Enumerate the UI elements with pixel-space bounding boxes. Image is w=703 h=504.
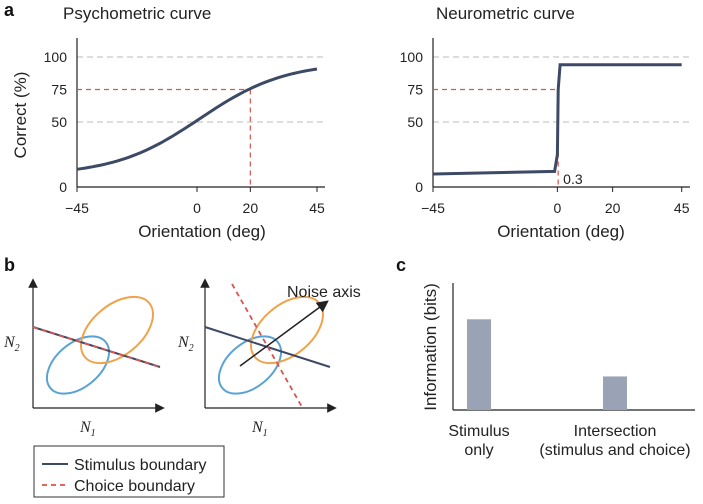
neu-ytick-label: 100: [400, 49, 424, 65]
neu-ytick-label: 50: [407, 114, 423, 130]
psy-xtick-label: 45: [309, 200, 325, 216]
noise-axis-arrow: [239, 300, 329, 367]
panel-b-letter: b: [4, 255, 15, 275]
info-category-label: Intersection: [574, 423, 657, 440]
right-stimulus-a-cloud: [218, 335, 282, 395]
neu-xtick-label: −45: [421, 200, 445, 216]
right-n2-label: N2: [177, 334, 194, 354]
info-y-label: Information (bits): [421, 283, 440, 411]
psy-xtick-label: −45: [65, 200, 89, 216]
neu-xtick-label: 45: [674, 200, 690, 216]
left-stimulus-b-cloud: [80, 295, 154, 365]
left-n2-label: N2: [3, 334, 20, 354]
info-category-labels: Stimulus only Intersection (stimulus and ch…: [448, 423, 690, 459]
psychometric-curve: [76, 67, 318, 171]
legend: Stimulus boundary Choice boundary: [33, 445, 225, 498]
panel-c-letter: c: [396, 255, 406, 275]
neu-xtick-label: 0: [553, 200, 561, 216]
noise-axis-label: Noise axis: [287, 284, 361, 301]
right-choice-boundary: [231, 283, 303, 408]
psy-xtick-label: 20: [243, 200, 259, 216]
right-n1-label: N1: [251, 419, 268, 439]
neurometric-y-ticks: 0 50 75 100: [400, 49, 424, 195]
neurometric-curve: [432, 63, 682, 176]
panel-a-letter: a: [4, 0, 15, 20]
psy-ytick-label: 75: [51, 82, 67, 98]
left-n1-label: N1: [79, 419, 96, 439]
legend-stimulus-label: Stimulus boundary: [74, 457, 207, 474]
neurometric-gridlines: [433, 56, 690, 123]
info-bars: [467, 319, 627, 410]
psy-ytick-label: 100: [44, 49, 68, 65]
info-bar-0: [467, 319, 491, 410]
legend-box: [33, 445, 225, 498]
neu-ytick-label: 75: [407, 82, 423, 98]
psychometric-gridlines: [77, 56, 325, 123]
psy-xtick-label: 0: [193, 200, 201, 216]
psychometric-title: Psychometric curve: [63, 4, 211, 23]
population-plot-right: Noise axis N2 N1: [177, 278, 361, 439]
psychometric-y-ticks: 0 50 75 100: [44, 49, 68, 195]
neu-ytick-label: 0: [415, 179, 423, 195]
population-plot-left: N2 N1: [3, 278, 165, 439]
psychometric-plot: Psychometric curve 0 50 75 100 −45 0 20 45 Ori…: [11, 4, 325, 241]
neurometric-x-ticks: −45 0 20 45: [421, 187, 690, 216]
info-bar-1: [603, 376, 627, 410]
info-category-label: only: [464, 442, 493, 459]
left-choice-boundary: [32, 326, 161, 368]
psychometric-x-label: Orientation (deg): [138, 222, 266, 241]
psychometric-x-ticks: −45 0 20 45: [65, 187, 325, 216]
psychometric-reference-lines: [77, 88, 251, 187]
neurometric-threshold-label: 0.3: [563, 171, 583, 187]
information-bar-chart: Stimulus only Intersection (stimulus and ch…: [421, 283, 695, 459]
neu-xtick-label: 20: [605, 200, 621, 216]
legend-choice-label: Choice boundary: [74, 478, 195, 495]
info-category-label: (stimulus and choice): [539, 442, 690, 459]
psy-ytick-label: 50: [51, 114, 67, 130]
info-category-label: Stimulus: [448, 423, 509, 440]
neurometric-x-label: Orientation (deg): [497, 222, 625, 241]
psy-ytick-label: 0: [59, 179, 67, 195]
left-stimulus-a-cloud: [46, 335, 110, 395]
psychometric-y-label: Correct (%): [11, 72, 30, 159]
neurometric-title: Neurometric curve: [436, 4, 575, 23]
